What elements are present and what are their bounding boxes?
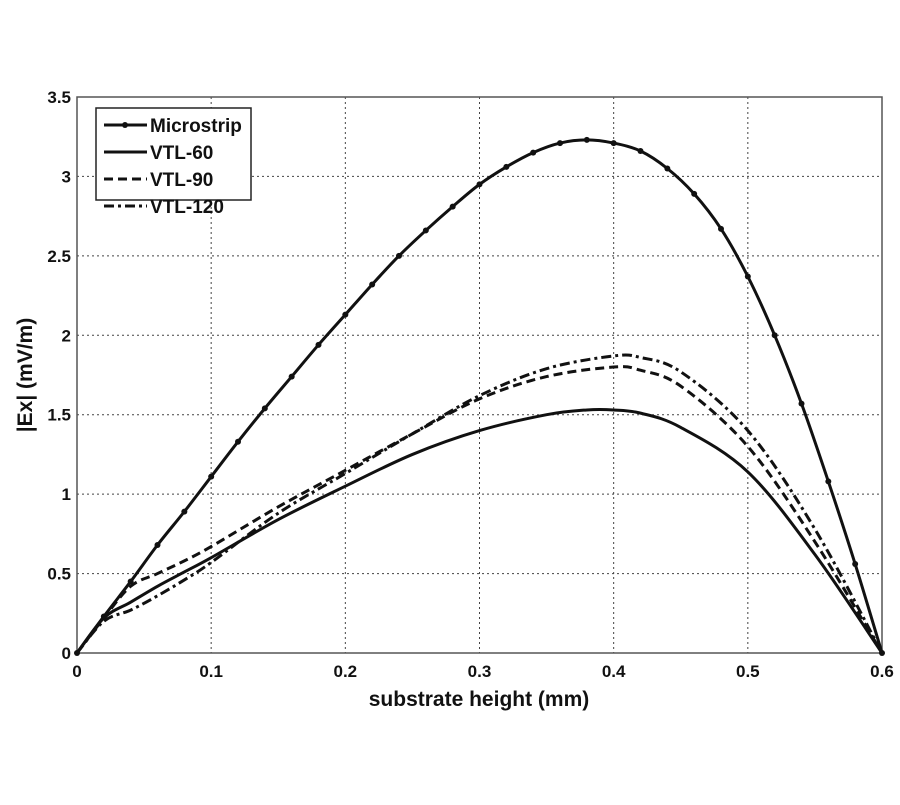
y-tick-label: 0.5 xyxy=(47,565,71,584)
legend-box xyxy=(95,107,252,201)
data-point xyxy=(664,165,671,172)
data-point xyxy=(610,140,617,147)
data-point xyxy=(235,438,241,445)
legend-label: VTL-90 xyxy=(150,170,213,191)
data-point xyxy=(288,373,295,380)
x-tick-label: 0.5 xyxy=(736,662,760,681)
data-point xyxy=(342,311,349,318)
y-tick-label: 3 xyxy=(62,167,71,186)
data-point xyxy=(396,252,402,259)
data-point xyxy=(744,273,751,280)
data-point xyxy=(127,578,134,585)
data-point xyxy=(557,140,563,147)
y-tick-label: 2.5 xyxy=(47,247,71,266)
y-tick-label: 3.5 xyxy=(47,88,71,107)
series-line xyxy=(75,353,884,654)
data-point xyxy=(771,332,778,339)
x-tick-label: 0.6 xyxy=(870,662,894,681)
series-vtl-120 xyxy=(75,353,884,654)
data-point xyxy=(369,281,376,288)
data-point xyxy=(449,203,456,210)
legend-label: VTL-120 xyxy=(150,197,224,218)
y-tick-label: 1 xyxy=(62,485,71,504)
y-tick-label: 2 xyxy=(62,326,71,345)
data-point xyxy=(261,405,268,412)
series-line xyxy=(75,407,884,654)
data-point xyxy=(691,190,698,197)
data-point xyxy=(637,148,644,155)
data-point xyxy=(503,163,510,170)
data-point xyxy=(154,541,161,548)
x-tick-label: 0.3 xyxy=(468,662,492,681)
data-point xyxy=(181,508,188,515)
y-tick-label: 0 xyxy=(62,644,71,663)
legend-label: VTL-60 xyxy=(150,143,213,164)
grid xyxy=(77,97,882,653)
legend-marker xyxy=(122,122,128,128)
data-point xyxy=(798,400,805,407)
series-line xyxy=(75,365,884,654)
data-point xyxy=(583,136,590,143)
data-point xyxy=(852,561,859,568)
data-point xyxy=(422,227,429,234)
data-point xyxy=(315,341,322,348)
series-vtl-60 xyxy=(75,407,884,654)
series-group xyxy=(74,136,885,656)
data-point xyxy=(530,149,537,156)
data-point xyxy=(825,478,832,485)
data-point xyxy=(718,225,724,232)
legend-label: Microstrip xyxy=(150,116,242,137)
series-vtl-90 xyxy=(75,365,884,654)
y-tick-label: 1.5 xyxy=(47,406,71,425)
legend: Microstrip VTL-60 VTL-90 VTL-120 xyxy=(95,107,252,218)
x-tick-label: 0 xyxy=(72,662,81,681)
axis-ticks: 0 0.1 0.2 0.3 0.4 0.5 0.6 0 0.5 1 1.5 2 2.5 3 3.5 xyxy=(47,88,893,681)
x-axis-label: substrate height (mm) xyxy=(369,688,590,711)
plot-frame xyxy=(76,96,883,654)
y-axis-label: |Ex| (mV/m) xyxy=(14,318,37,432)
x-tick-label: 0.2 xyxy=(334,662,358,681)
x-tick-label: 0.1 xyxy=(199,662,223,681)
x-tick-label: 0.4 xyxy=(602,662,626,681)
data-point xyxy=(476,181,483,188)
data-point xyxy=(208,473,215,480)
